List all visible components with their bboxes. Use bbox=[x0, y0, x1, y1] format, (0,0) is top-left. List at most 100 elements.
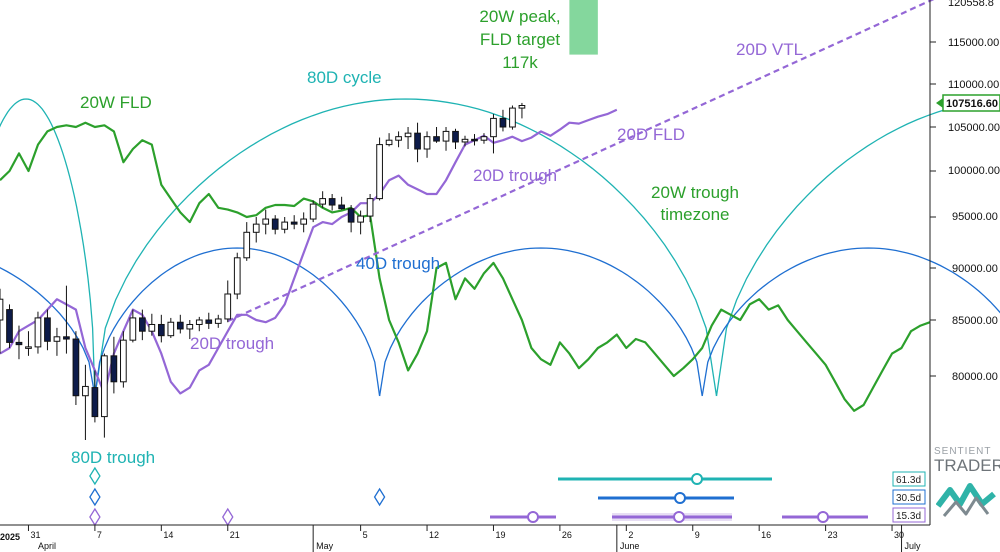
candle-body bbox=[471, 138, 478, 142]
candle-body bbox=[281, 221, 289, 230]
day-tick-label: 21 bbox=[230, 530, 240, 540]
candle-body bbox=[167, 321, 175, 337]
trough-diamond-40d bbox=[89, 487, 101, 507]
trough-diamond-20d bbox=[89, 507, 101, 527]
cycle-label-box-15 bbox=[892, 507, 926, 523]
candle-body bbox=[490, 117, 497, 138]
projection-bars-layer bbox=[490, 473, 868, 523]
cycle-80d-arc bbox=[715, 99, 1000, 397]
target-box-layer bbox=[569, 0, 598, 55]
projection-midpoint-20d bbox=[817, 511, 829, 523]
candle-body bbox=[509, 107, 516, 128]
label-20d-fld: 20D FLD bbox=[617, 125, 685, 144]
candle-body bbox=[148, 323, 156, 332]
trough-diamond-20d bbox=[221, 507, 234, 527]
trough-markers-layer bbox=[89, 466, 386, 527]
y-tick-90000: 90000.00 bbox=[952, 263, 998, 275]
day-tick-label: 19 bbox=[495, 530, 505, 540]
candle-body bbox=[433, 136, 440, 142]
projection-midpoint-20d bbox=[673, 511, 685, 523]
label-20w-peak-2: FLD target bbox=[480, 30, 561, 49]
candle-body bbox=[290, 221, 298, 225]
y-tick-95000: 95000.00 bbox=[952, 211, 998, 223]
candle-body bbox=[72, 338, 80, 397]
day-tick-label: 26 bbox=[562, 530, 572, 540]
candle-body bbox=[395, 136, 402, 141]
candle-body bbox=[328, 198, 336, 206]
projection-midpoint-20d bbox=[527, 511, 539, 523]
candle-body bbox=[44, 317, 51, 342]
candle-body bbox=[385, 139, 393, 146]
label-20d-vtl: 20D VTL bbox=[736, 40, 803, 59]
projection-midpoint-blue bbox=[674, 492, 686, 504]
candle-body bbox=[101, 355, 108, 418]
candle-body bbox=[195, 319, 203, 325]
candle-body bbox=[224, 293, 232, 320]
day-tick-label: 7 bbox=[97, 530, 102, 540]
candle-body bbox=[262, 218, 270, 225]
day-tick-label: 2 bbox=[628, 530, 633, 540]
candle-body bbox=[252, 223, 260, 233]
cycle-label-61: 61.3d bbox=[896, 475, 921, 486]
cycle-arcs-layer bbox=[0, 98, 1000, 397]
candle-body bbox=[110, 355, 118, 383]
candle-body bbox=[452, 130, 459, 143]
candle-body bbox=[480, 136, 488, 141]
cycle-40d-arc bbox=[0, 267, 96, 397]
logo-mark-icon bbox=[936, 483, 996, 517]
logo-text-main: TRADER bbox=[934, 456, 1000, 475]
vtl-20d-line bbox=[227, 0, 935, 323]
candle-body bbox=[442, 130, 450, 142]
candle-body bbox=[404, 132, 412, 138]
label-80d-cycle: 80D cycle bbox=[307, 68, 382, 87]
month-label: June bbox=[620, 541, 640, 551]
current-price-label: 107516.60 bbox=[946, 98, 998, 110]
day-tick-label: 31 bbox=[30, 530, 40, 540]
label-20w-peak-1: 20W peak, bbox=[479, 7, 560, 26]
candle-body bbox=[271, 218, 279, 230]
candles-layer bbox=[0, 102, 526, 440]
label-20w-timezone-1: 20W trough bbox=[651, 183, 739, 202]
label-20d-trough-right: 20D trough bbox=[473, 166, 557, 185]
candle-body bbox=[34, 317, 42, 348]
trough-diamond-40d bbox=[373, 487, 386, 507]
label-20w-peak-3: 117k bbox=[502, 53, 538, 72]
y-tick-80000: 80000.00 bbox=[952, 371, 998, 383]
candle-body bbox=[499, 117, 507, 128]
day-tick-label: 14 bbox=[163, 530, 173, 540]
candle-body bbox=[414, 132, 421, 150]
candle-body bbox=[6, 309, 13, 343]
candle-body bbox=[25, 346, 32, 349]
candle-body bbox=[366, 198, 374, 217]
candle-body bbox=[82, 385, 89, 397]
cycle-label-30: 30.5d bbox=[896, 493, 921, 504]
cycle-40d-arc bbox=[94, 247, 381, 397]
label-20w-fld: 20W FLD bbox=[80, 93, 152, 112]
cycle-80d-arc bbox=[94, 98, 718, 397]
fld-20d-line bbox=[0, 108, 618, 395]
candle-body bbox=[338, 204, 345, 210]
candle-body bbox=[186, 323, 194, 330]
day-tick-label: 16 bbox=[761, 530, 771, 540]
candle-body bbox=[233, 257, 241, 295]
candle-body bbox=[461, 138, 469, 143]
day-tick-label: 12 bbox=[429, 530, 439, 540]
candle-body bbox=[176, 321, 184, 330]
candle-body bbox=[139, 317, 146, 332]
trough-diamond-80d bbox=[89, 466, 101, 486]
cycle-label-box-61 bbox=[892, 471, 926, 487]
cycle-label-15: 15.3d bbox=[896, 511, 921, 522]
logo-text-top: SENTIENT bbox=[934, 446, 992, 457]
label-20d-trough-left: 20D trough bbox=[190, 334, 274, 353]
year-label: 2025 bbox=[0, 532, 20, 542]
month-label: May bbox=[316, 541, 334, 551]
candle-body bbox=[129, 317, 137, 341]
candle-body bbox=[518, 105, 526, 109]
candle-body bbox=[243, 231, 251, 259]
candle-body bbox=[423, 136, 431, 150]
candle-body bbox=[15, 341, 23, 346]
candle-body bbox=[357, 215, 364, 223]
month-label: July bbox=[905, 541, 922, 551]
candle-body bbox=[376, 144, 383, 200]
